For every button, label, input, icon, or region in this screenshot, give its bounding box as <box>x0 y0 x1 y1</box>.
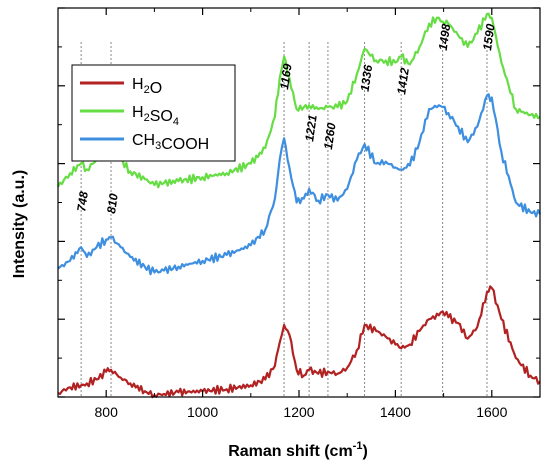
x-tick-label: 1400 <box>380 404 411 420</box>
series-line-h2so4 <box>57 12 541 189</box>
legend: H2O H2SO4 CH3COOH <box>71 64 236 162</box>
axis-ticks: 800 1000 1200 1400 1600 <box>57 7 541 420</box>
series-line-ch3cooh <box>57 93 541 276</box>
x-axis-title: Raman shift (cm-1) <box>228 440 368 460</box>
peak-label-1336: 1336 <box>358 64 376 93</box>
x-tick-label: 1000 <box>187 404 218 420</box>
x-tick-label: 1600 <box>476 404 507 420</box>
peak-label-1221: 1221 <box>302 114 320 143</box>
peak-guide-lines <box>80 42 488 397</box>
x-tick-label: 1200 <box>283 404 314 420</box>
peak-label-1412: 1412 <box>394 67 412 96</box>
peak-label-1498: 1498 <box>436 23 454 52</box>
peak-label-810: 810 <box>104 192 121 214</box>
peak-labels: 748 810 1169 1221 1260 1336 1412 1498 1590 <box>74 23 497 215</box>
legend-label: CH3COOH <box>132 132 209 153</box>
peak-label-1169: 1169 <box>277 63 295 91</box>
legend-label: H2SO4 <box>132 104 179 128</box>
peak-label-1260: 1260 <box>321 122 339 151</box>
peak-label-748: 748 <box>74 190 91 212</box>
legend-box <box>71 64 236 162</box>
y-axis-title: Intensity (a.u.) <box>11 170 28 278</box>
legend-label: H2O <box>132 76 162 97</box>
series-line-h2o <box>57 285 541 399</box>
series-layer <box>57 12 541 399</box>
peak-label-1590: 1590 <box>480 23 498 52</box>
x-tick-label: 800 <box>95 404 119 420</box>
